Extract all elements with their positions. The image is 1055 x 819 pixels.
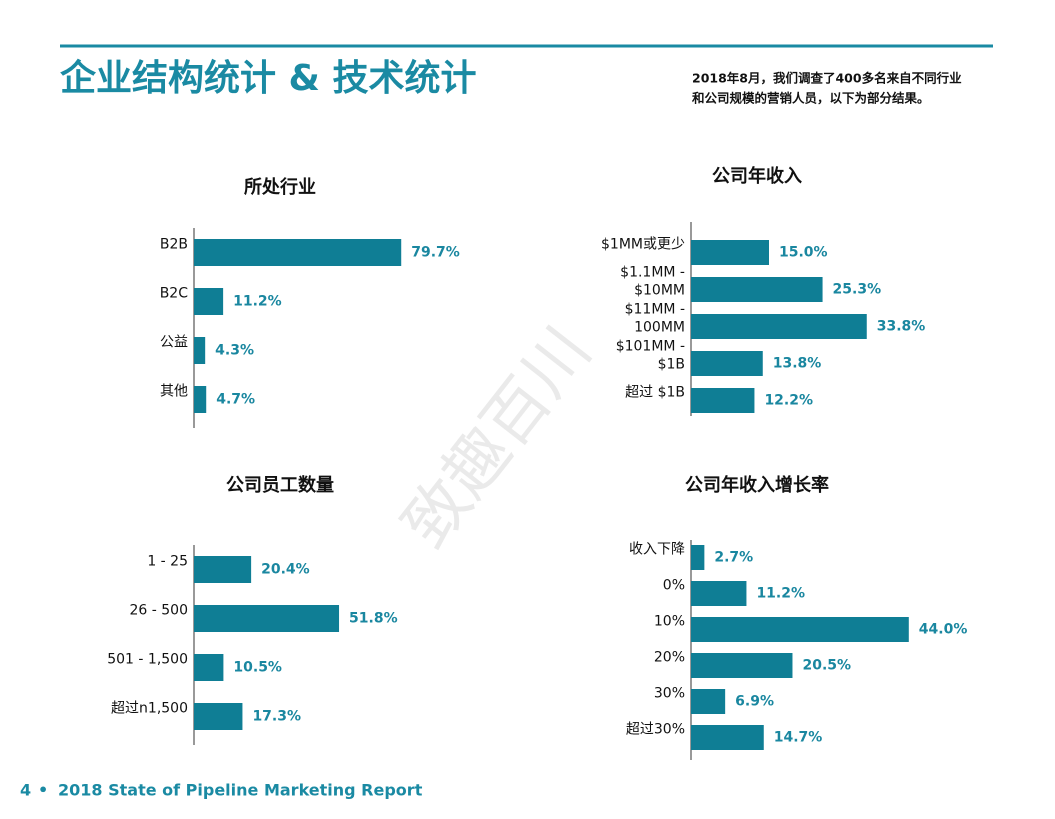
category-label: $11MM -	[625, 302, 685, 318]
bar	[691, 314, 867, 339]
value-label: 14.7%	[774, 730, 823, 746]
category-label: 超过30%	[626, 722, 685, 738]
value-label: 17.3%	[252, 709, 301, 725]
bar	[194, 556, 252, 583]
bar	[194, 288, 224, 315]
intro-line: 2018年8月，我们调查了400多名来自不同行业	[692, 71, 962, 86]
category-label: 其他	[160, 384, 188, 400]
category-label: 26 - 500	[130, 603, 189, 619]
category-label: 收入下降	[629, 542, 685, 558]
value-label: 6.9%	[735, 694, 774, 710]
bar	[194, 654, 224, 681]
value-label: 25.3%	[833, 282, 882, 298]
value-label: 2.7%	[714, 550, 753, 566]
category-label: 超过n1,500	[111, 701, 188, 717]
category-label: $1MM或更少	[601, 237, 685, 253]
category-label: 100MM	[634, 320, 685, 336]
bar	[691, 277, 823, 302]
bar	[691, 653, 793, 678]
watermark: 致趣百川	[389, 314, 605, 561]
chart-title: 公司年收入增长率	[685, 474, 829, 496]
bar	[691, 351, 763, 376]
value-label: 4.3%	[215, 343, 254, 359]
page-title: 企业结构统计 & 技术统计	[60, 57, 476, 99]
category-label: $101MM -	[616, 339, 685, 355]
bar	[691, 617, 909, 642]
value-label: 15.0%	[779, 245, 828, 261]
value-label: 44.0%	[919, 622, 968, 638]
value-label: 13.8%	[773, 356, 822, 372]
category-label: 30%	[654, 686, 685, 702]
chart-title: 公司员工数量	[226, 474, 334, 496]
category-label: 公益	[160, 335, 188, 351]
value-label: 11.2%	[756, 586, 805, 602]
value-label: 11.2%	[233, 294, 282, 310]
bar	[691, 581, 747, 606]
footer-dot: •	[38, 781, 48, 800]
intro-line: 和公司规模的营销人员，以下为部分结果。	[691, 91, 930, 106]
bar	[691, 240, 769, 265]
value-label: 33.8%	[877, 319, 926, 335]
category-label: 超过 $1B	[625, 385, 685, 401]
value-label: 20.4%	[261, 562, 310, 578]
category-label: $1B	[658, 357, 685, 373]
bar	[691, 689, 726, 714]
bar	[194, 703, 243, 730]
value-label: 4.7%	[216, 392, 255, 408]
bar	[691, 545, 705, 570]
bar	[194, 239, 402, 266]
page-number: 4	[20, 781, 31, 800]
footer-report: 2018 State of Pipeline Marketing Report	[58, 781, 423, 800]
category-label: 0%	[663, 578, 685, 594]
bar	[194, 386, 207, 413]
category-label: 1 - 25	[147, 554, 188, 570]
value-label: 79.7%	[411, 245, 460, 261]
chart-title: 所处行业	[244, 176, 316, 198]
value-label: 20.5%	[802, 658, 851, 674]
category-label: 10%	[654, 614, 685, 630]
bar	[691, 388, 755, 413]
bar	[194, 605, 340, 632]
category-label: 501 - 1,500	[107, 652, 188, 668]
bar	[691, 725, 764, 750]
value-label: 51.8%	[349, 611, 398, 627]
category-label: B2C	[160, 286, 189, 302]
category-label: 20%	[654, 650, 685, 666]
value-label: 10.5%	[233, 660, 282, 676]
category-label: $1.1MM -	[620, 265, 685, 281]
category-label: $10MM	[634, 283, 685, 299]
value-label: 12.2%	[764, 393, 813, 409]
bar	[194, 337, 206, 364]
chart-title: 公司年收入	[712, 165, 802, 187]
category-label: B2B	[160, 237, 188, 253]
